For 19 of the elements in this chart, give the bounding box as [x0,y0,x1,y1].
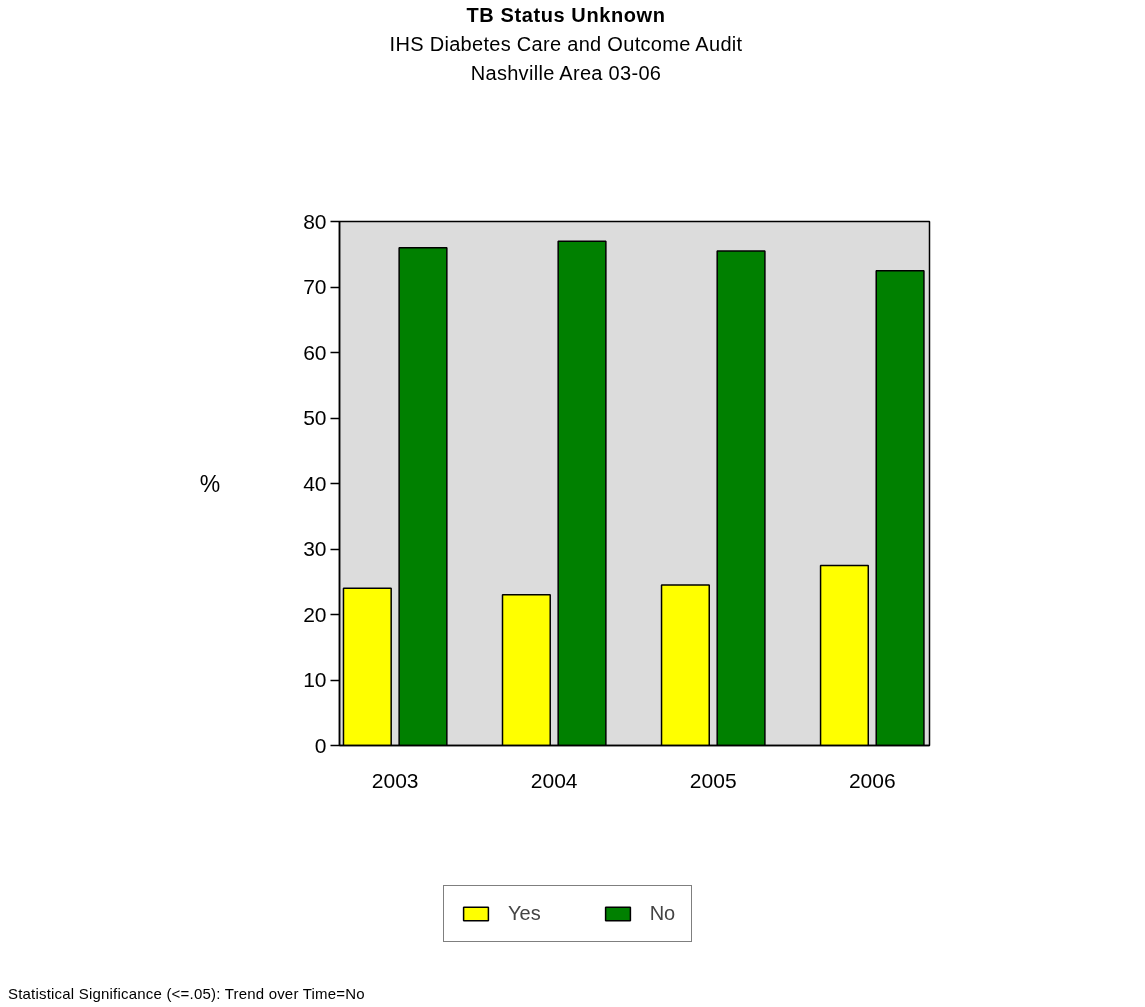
legend-label: No [649,902,676,925]
y-tick-label: 0 [314,733,327,757]
y-tick-label: 40 [303,471,327,495]
x-tick-label: 2006 [848,768,896,792]
y-tick-label: 70 [303,275,327,298]
y-tick-label: 20 [303,602,327,626]
legend-label: Yes [508,902,541,925]
y-tick-label: 30 [303,537,327,560]
y-tick-label: 60 [303,340,327,364]
chart-subtitle: IHS Diabetes Care and Outcome Audit Nashville Area 03-06 [388,32,744,86]
y-tick-label: 50 [303,406,327,429]
y-tick-label: 80 [303,209,327,233]
text: Statistical Significance (<=.05): Trend over Time=No [7,984,366,1004]
chart-title: TB Status Unknown [465,3,667,28]
x-tick-label: 2005 [689,768,737,792]
y-axis-title: % [199,470,221,497]
y-tick-label: 10 [303,668,327,691]
x-tick-label: 2003 [371,768,419,792]
x-tick-label: 2004 [530,768,578,792]
